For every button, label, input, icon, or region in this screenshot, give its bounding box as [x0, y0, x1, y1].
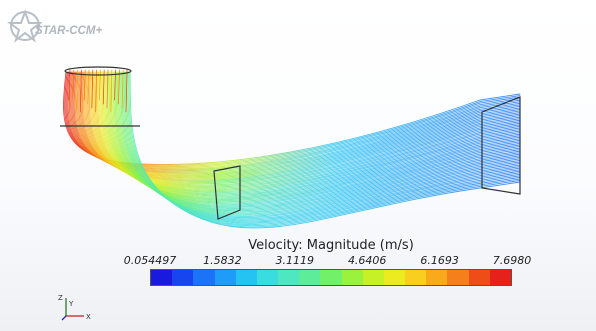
inlet-streamline: [121, 69, 124, 109]
outlet-frame: [481, 96, 521, 195]
streamline: [65, 71, 521, 168]
streamline: [113, 71, 521, 213]
streamline: [74, 71, 521, 176]
color-bar-segment: [341, 270, 363, 285]
streamline: [98, 71, 521, 198]
color-bar-segment: [256, 270, 279, 285]
inlet-streamline: [72, 69, 75, 105]
legend-title: Velocity: Magnitude (m/s): [248, 238, 414, 253]
legend-tick-label: 1.5832: [203, 254, 242, 267]
color-bar-segment: [235, 270, 257, 285]
streamline: [126, 71, 521, 225]
streamline: [85, 71, 521, 186]
streamline: [125, 71, 521, 224]
triad-y-label: Y: [68, 300, 74, 308]
streamline: [63, 71, 521, 165]
color-bar-segment: [320, 270, 342, 285]
streamline: [100, 71, 521, 200]
streamline: [72, 71, 521, 174]
streamline: [122, 71, 521, 222]
streamline: [68, 71, 521, 171]
legend-tick-label: 7.6980: [492, 254, 532, 267]
color-bar-segment: [172, 270, 194, 285]
streamline: [114, 71, 521, 214]
streamline: [86, 71, 521, 187]
color-bar-segment: [405, 270, 427, 285]
legend-color-bar: [150, 269, 512, 286]
color-bar-segment: [426, 270, 448, 285]
streamline: [71, 71, 521, 173]
streamline: [79, 71, 521, 180]
streamline: [84, 71, 521, 185]
triad-x-label: X: [86, 313, 91, 321]
legend-tick-label: 6.1693: [420, 254, 459, 267]
legend-tick-label: 4.6406: [347, 254, 387, 267]
streamline: [99, 71, 521, 199]
streamline: [121, 71, 521, 221]
inlet-streamline: [80, 69, 82, 113]
streamlines: [63, 69, 521, 229]
inlet-streamline: [95, 69, 97, 113]
streamline: [117, 71, 521, 216]
color-bar-segment: [362, 270, 384, 285]
color-bar-segment: [193, 270, 215, 285]
streamline: [128, 71, 521, 228]
geometry-outline: [60, 66, 521, 220]
inlet-ring: [64, 66, 132, 76]
color-bar-segment: [278, 270, 300, 285]
streamline: [119, 71, 521, 219]
color-bar-segment: [468, 270, 490, 285]
streamline: [120, 71, 521, 220]
inlet-streamline: [125, 69, 128, 113]
color-bar-segment: [489, 270, 511, 285]
inlet-streamline: [76, 69, 78, 109]
streamline: [83, 71, 521, 184]
inlet-streamline: [118, 69, 120, 105]
logo-text: STAR-CCM+: [35, 25, 102, 37]
streamline: [67, 71, 521, 170]
streamline: [70, 71, 521, 172]
streamline: [111, 71, 521, 211]
inlet-streamline: [110, 69, 113, 113]
streamline: [95, 71, 521, 196]
star-ccm-logo: STAR-CCM+: [6, 4, 116, 48]
color-bar-segment: [383, 270, 406, 285]
legend-tick-labels: 0.054497 1.5832 3.1119 4.6406 6.1693 7.6980: [118, 254, 546, 268]
inlet-streamline: [102, 69, 105, 105]
streamline: [81, 71, 521, 183]
inlet-streamline: [68, 69, 71, 101]
color-bar-segment: [447, 270, 469, 285]
streamline: [87, 71, 521, 188]
inlet-streamline: [87, 69, 90, 105]
color-bar-segment: [214, 270, 236, 285]
streamline: [73, 71, 521, 175]
streamline: [123, 71, 521, 223]
legend-tick-label: 3.1119: [275, 254, 315, 267]
streamline: [129, 71, 521, 229]
inlet-streamline: [106, 69, 109, 109]
streamline: [112, 71, 521, 212]
streamline: [80, 71, 521, 181]
mid-section-frame: [213, 165, 241, 220]
streamline: [118, 71, 521, 217]
streamline: [77, 71, 521, 178]
streamline: [115, 71, 521, 215]
streamline: [110, 71, 521, 209]
legend-tick-label: 0.054497: [123, 254, 177, 267]
streamline: [78, 71, 521, 179]
inlet-streamline: [91, 69, 94, 109]
streamline: [127, 71, 521, 227]
axis-triad: Y X Z: [58, 294, 91, 321]
streamline: [76, 71, 521, 177]
color-bar-segment: [151, 270, 173, 285]
streamline: [66, 71, 521, 169]
streamline: [97, 71, 521, 197]
streamline: [64, 71, 521, 167]
triad-z-label: Z: [58, 294, 63, 302]
color-bar-segment: [299, 270, 321, 285]
streamline: [88, 71, 521, 189]
